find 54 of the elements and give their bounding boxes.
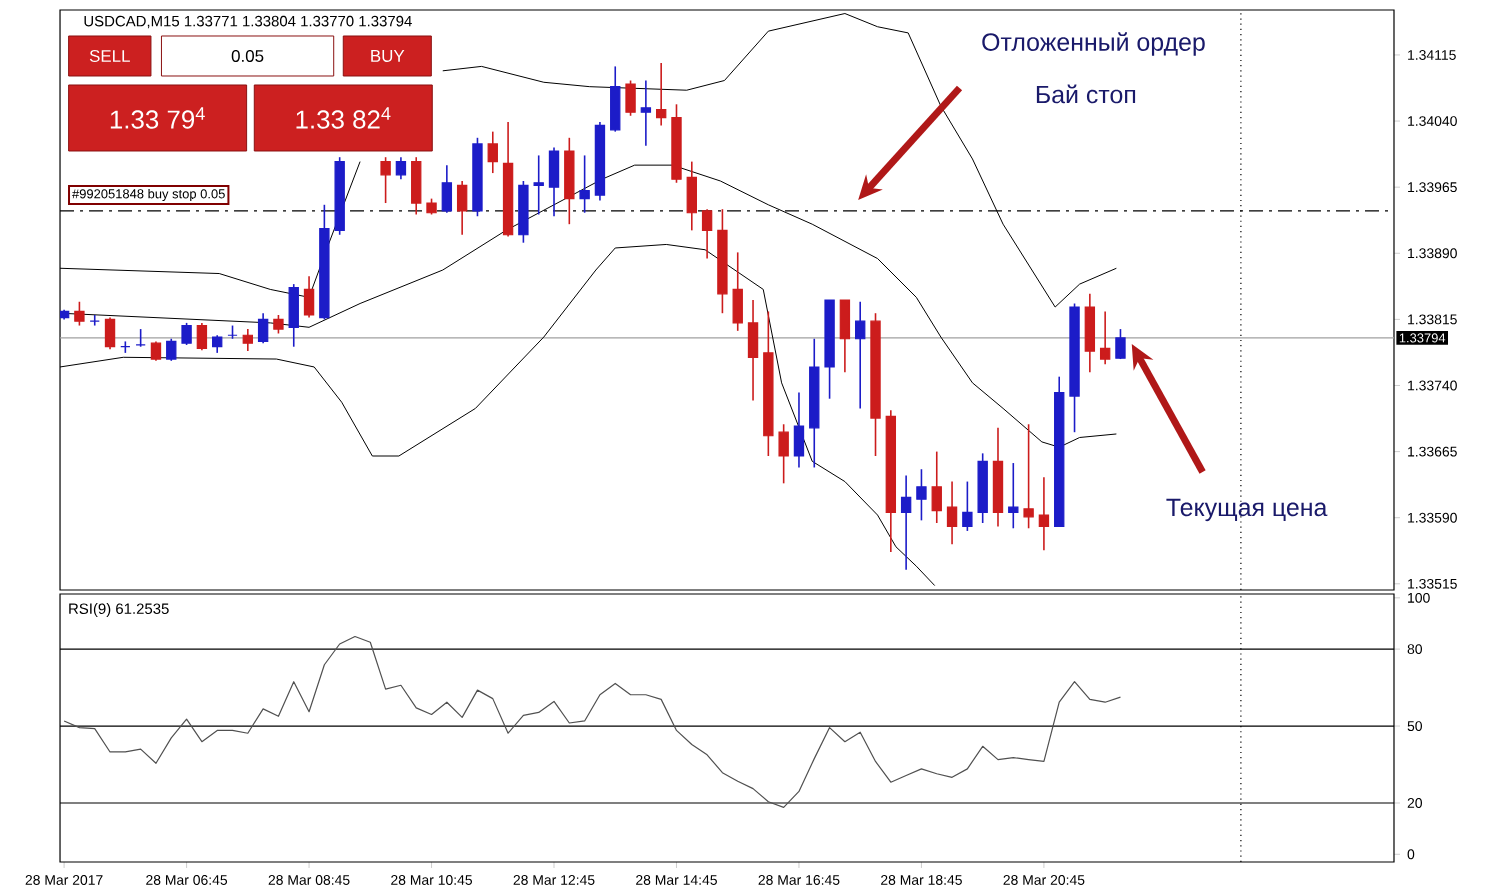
candlestick xyxy=(456,180,468,236)
annotation: Отложенный ордер xyxy=(982,32,1205,57)
candlestick xyxy=(579,154,590,214)
candlestick xyxy=(257,312,269,345)
candlestick xyxy=(793,391,805,469)
candlestick xyxy=(380,156,391,205)
candlestick xyxy=(1084,293,1096,374)
candlestick xyxy=(89,314,100,327)
candlestick xyxy=(686,161,697,232)
candlestick xyxy=(288,283,299,348)
candlestick xyxy=(411,156,422,216)
candlestick xyxy=(732,251,743,332)
candlestick xyxy=(487,131,498,175)
candlestick xyxy=(441,164,453,214)
candlestick xyxy=(1115,328,1126,361)
candlestick xyxy=(74,301,85,327)
candlestick xyxy=(533,154,544,216)
candlestick xyxy=(1008,462,1019,530)
annotation: BUY xyxy=(371,50,405,63)
candlestick xyxy=(395,156,407,181)
annotation: 0.05 xyxy=(231,50,264,63)
candlestick xyxy=(931,451,942,525)
candlestick xyxy=(946,480,958,546)
candlestick xyxy=(839,299,851,374)
candlestick xyxy=(564,137,575,226)
candlestick xyxy=(150,340,162,362)
annotation: 1.33 82$^{4}$ xyxy=(296,107,391,129)
candlestick xyxy=(962,480,973,532)
candlestick xyxy=(548,146,560,218)
candlestick xyxy=(640,79,652,147)
candlestick xyxy=(242,328,254,353)
candlestick xyxy=(181,322,192,346)
candlestick xyxy=(1038,476,1050,552)
candlestick xyxy=(610,65,621,133)
candlestick xyxy=(625,79,636,117)
candlestick xyxy=(855,301,866,410)
candlestick xyxy=(1099,310,1111,366)
annotation: Текущая цена xyxy=(1166,499,1328,522)
candlestick xyxy=(655,62,667,127)
candlestick xyxy=(778,423,789,485)
annotation: SELL xyxy=(89,50,130,63)
candlestick xyxy=(916,468,927,522)
candlestick xyxy=(104,317,116,351)
annotation: 1.33 79$^{4}$ xyxy=(110,107,205,129)
candlestick xyxy=(196,322,208,352)
candlestick xyxy=(1023,423,1034,530)
candlestick xyxy=(747,299,759,402)
candlestick xyxy=(900,474,912,571)
candlestick xyxy=(273,314,284,335)
annotation: Бай стоп xyxy=(1036,84,1136,104)
candlestick xyxy=(303,275,315,319)
candlestick xyxy=(701,208,713,260)
line-series xyxy=(63,636,1122,809)
candlestick xyxy=(166,338,177,362)
